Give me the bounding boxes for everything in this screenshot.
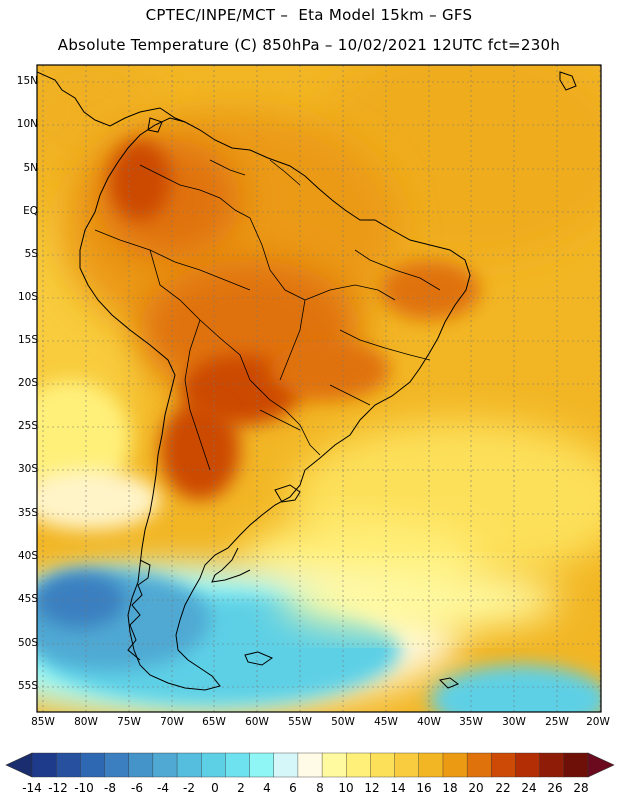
- lon-label: 40W: [417, 716, 441, 728]
- colorbar-label: -10: [74, 781, 94, 795]
- temperature-map: [36, 64, 602, 713]
- colorbar-cell: [321, 752, 347, 778]
- lon-label: 85W: [31, 716, 55, 728]
- colorbar-arrow-low: [5, 752, 33, 778]
- lat-label: 45S: [17, 593, 38, 605]
- lat-label: 55S: [17, 680, 38, 692]
- colorbar-cell: [128, 752, 154, 778]
- lon-label: 30W: [502, 716, 526, 728]
- colorbar-cell: [249, 752, 275, 778]
- lon-label: 50W: [331, 716, 355, 728]
- lon-label: 70W: [160, 716, 184, 728]
- colorbar-arrow-high: [587, 752, 615, 778]
- colorbar-label: 24: [521, 781, 537, 795]
- lon-label: 20W: [586, 716, 610, 728]
- lon-label: 75W: [117, 716, 141, 728]
- colorbar-label: 18: [442, 781, 458, 795]
- lat-label: 15N: [16, 75, 38, 87]
- country-borders: [94, 159, 441, 471]
- map-title-line1: CPTEC/INPE/MCT – Eta Model 15km – GFS: [145, 6, 473, 24]
- lat-label: 5N: [23, 162, 38, 174]
- lon-label: 55W: [288, 716, 312, 728]
- colorbar-label: 2: [237, 781, 245, 795]
- colorbar-cell: [418, 752, 444, 778]
- colorbar-label: 8: [316, 781, 324, 795]
- coastlines: [37, 71, 577, 691]
- colorbar-label: -2: [183, 781, 195, 795]
- colorbar-label: -6: [131, 781, 143, 795]
- colorbar-label: 4: [263, 781, 271, 795]
- lat-label: 30S: [17, 463, 38, 475]
- lat-label: 25S: [17, 420, 38, 432]
- colorbar-cell: [80, 752, 106, 778]
- colorbar-label: -14: [22, 781, 42, 795]
- colorbar-label: 0: [211, 781, 219, 795]
- colorbar-cell: [442, 752, 468, 778]
- colorbar-cell: [273, 752, 299, 778]
- colorbar-label: -12: [48, 781, 68, 795]
- lat-label: 15S: [17, 334, 38, 346]
- colorbar-label: -8: [104, 781, 116, 795]
- colorbar-label: 6: [289, 781, 297, 795]
- temperature-field: [37, 65, 601, 712]
- lon-label: 60W: [245, 716, 269, 728]
- lon-label: 35W: [459, 716, 483, 728]
- colorbar-cell: [201, 752, 226, 778]
- colorbar-label: 14: [390, 781, 406, 795]
- graticule: [37, 65, 601, 712]
- colorbar-label: -4: [157, 781, 169, 795]
- colorbar-label: 10: [338, 781, 354, 795]
- lat-label: 10S: [17, 291, 38, 303]
- plot-frame: [36, 64, 602, 713]
- colorbar-cell: [370, 752, 396, 778]
- colorbar-cell: [539, 752, 565, 778]
- colorbar-cell: [55, 752, 81, 778]
- colorbar: [5, 752, 615, 778]
- lat-label: 5S: [24, 248, 38, 260]
- colorbar-cell: [515, 752, 541, 778]
- colorbar-label: 12: [364, 781, 380, 795]
- colorbar-label: 22: [495, 781, 511, 795]
- colorbar-cell: [346, 752, 371, 778]
- colorbar-label: 28: [573, 781, 589, 795]
- colorbar-cell: [466, 752, 492, 778]
- colorbar-cell: [491, 752, 516, 778]
- lon-label: 25W: [545, 716, 569, 728]
- lon-label: 45W: [374, 716, 398, 728]
- lon-label: 65W: [202, 716, 226, 728]
- colorbar-cell: [176, 752, 202, 778]
- colorbar-cell: [394, 752, 420, 778]
- colorbar-cell: [152, 752, 178, 778]
- lat-label: 35S: [17, 507, 38, 519]
- lat-label: 40S: [17, 550, 38, 562]
- colorbar-label: 26: [547, 781, 563, 795]
- colorbar-label: 16: [416, 781, 432, 795]
- lon-label: 80W: [74, 716, 98, 728]
- lat-label: 10N: [16, 118, 38, 130]
- lat-label: 50S: [17, 637, 38, 649]
- colorbar-cell: [563, 752, 589, 778]
- map-title-line2: Absolute Temperature (C) 850hPa – 10/02/…: [57, 36, 561, 54]
- colorbar-label: 20: [468, 781, 484, 795]
- colorbar-cell: [104, 752, 130, 778]
- lat-label: 20S: [17, 377, 38, 389]
- lat-label: EQ: [23, 205, 38, 217]
- colorbar-cell: [297, 752, 323, 778]
- colorbar-cell: [31, 752, 57, 778]
- colorbar-cell: [225, 752, 251, 778]
